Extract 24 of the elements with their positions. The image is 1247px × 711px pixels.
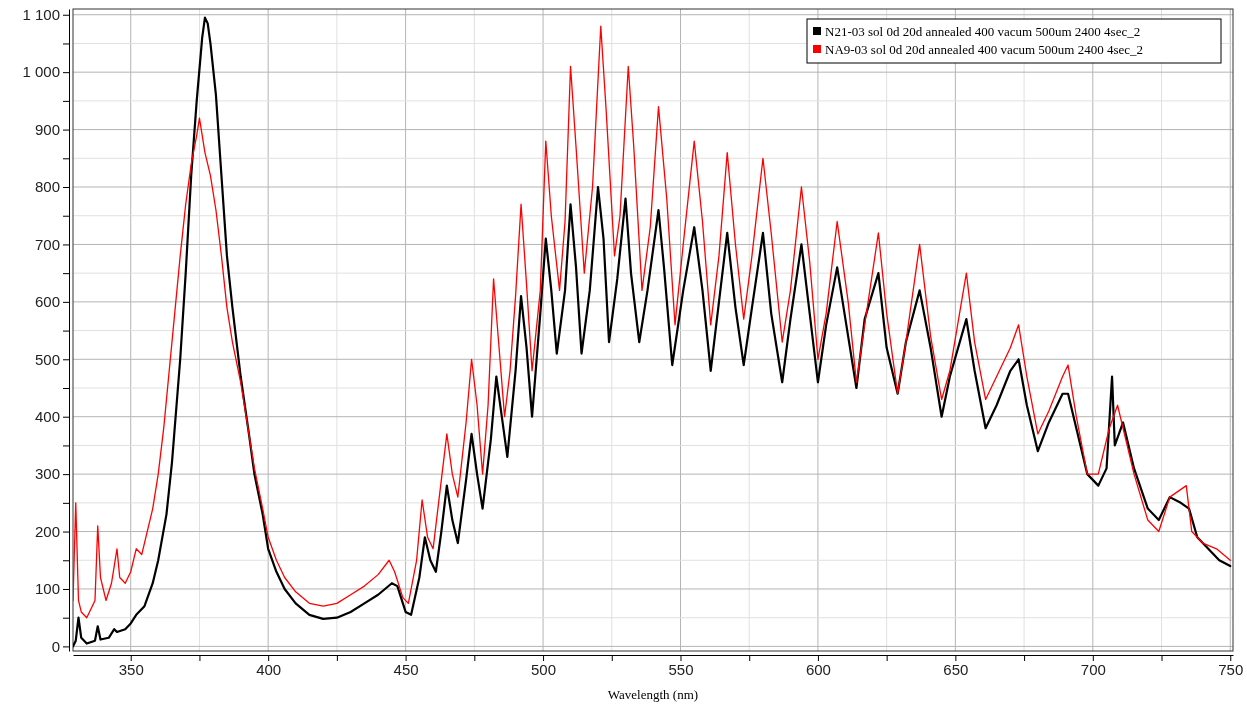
y-tick-label: 800 bbox=[34, 178, 60, 196]
x-axis-title: Wavelength (nm) bbox=[607, 687, 699, 702]
legend-label: N21-03 sol 0d 20d annealed 400 vacum 500um 2400 4sec_2 bbox=[825, 24, 1141, 39]
y-tick-label: 0 bbox=[51, 637, 60, 655]
y-tick-label: 100 bbox=[34, 580, 60, 598]
y-tick-label: 1 000 bbox=[22, 63, 60, 81]
y-tick-label: 500 bbox=[34, 350, 60, 368]
y-tick-label: 400 bbox=[34, 408, 60, 426]
x-tick-label: 650 bbox=[943, 660, 969, 678]
legend-label: NA9-03 sol 0d 20d annealed 400 vacum 500um 2400 4sec_2 bbox=[825, 42, 1144, 57]
x-tick-label: 450 bbox=[393, 660, 419, 678]
x-tick-label: 500 bbox=[531, 660, 557, 678]
y-tick-label: 200 bbox=[34, 522, 60, 540]
x-tick-label: 400 bbox=[256, 660, 282, 678]
y-tick-label: 700 bbox=[34, 235, 60, 253]
y-tick-label: 600 bbox=[34, 293, 60, 311]
y-tick-label: 300 bbox=[34, 465, 60, 483]
x-tick-label: 700 bbox=[1080, 660, 1106, 678]
x-tick-label: 350 bbox=[118, 660, 144, 678]
x-tick-label: 550 bbox=[668, 660, 694, 678]
y-tick-label: 900 bbox=[34, 120, 60, 138]
x-tick-label: 600 bbox=[805, 660, 831, 678]
y-tick-label: 1 100 bbox=[22, 6, 60, 24]
x-tick-label: 750 bbox=[1218, 660, 1244, 678]
